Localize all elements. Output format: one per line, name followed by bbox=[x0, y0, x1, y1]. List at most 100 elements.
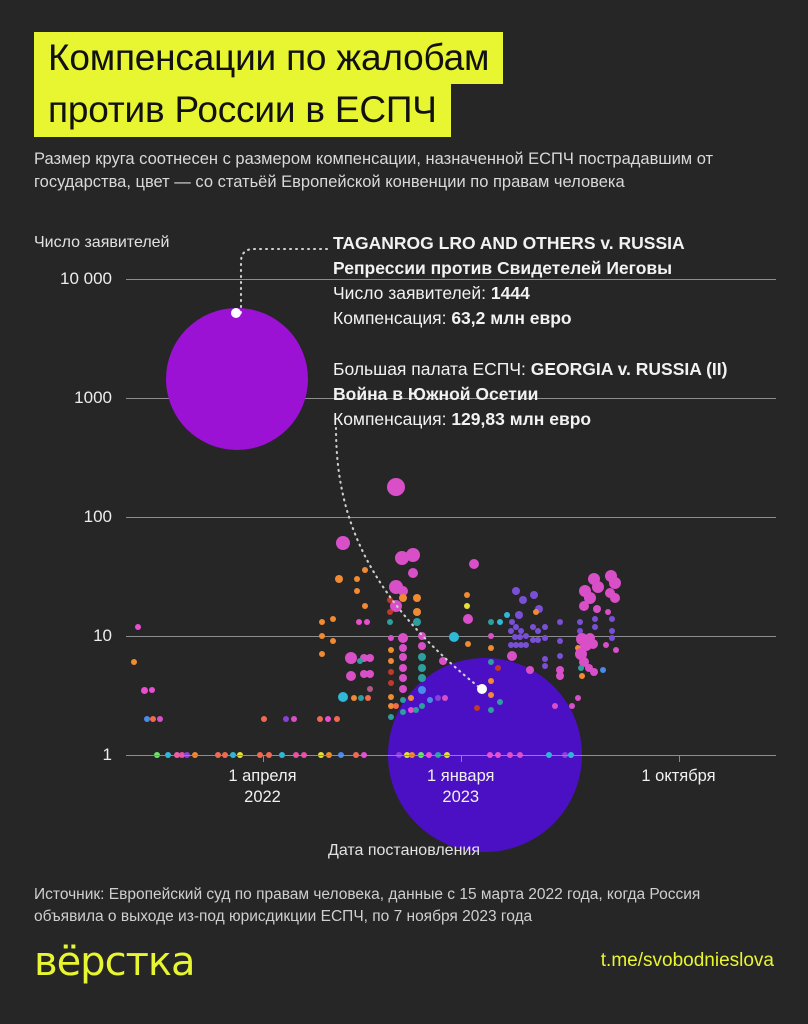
data-point bbox=[354, 587, 361, 594]
data-point bbox=[413, 618, 422, 627]
data-point bbox=[345, 671, 356, 682]
data-point bbox=[464, 640, 471, 647]
data-point bbox=[488, 677, 495, 684]
publisher-logo: вёрстка bbox=[34, 939, 196, 985]
y-axis-title: Число заявителей bbox=[34, 234, 170, 251]
data-point bbox=[609, 628, 616, 635]
data-point bbox=[523, 642, 530, 648]
data-point bbox=[435, 695, 441, 702]
y-tick-label: 1 bbox=[102, 745, 112, 764]
data-point bbox=[576, 619, 583, 626]
data-point bbox=[355, 619, 362, 626]
data-point bbox=[398, 653, 407, 662]
data-point bbox=[344, 652, 357, 665]
data-point bbox=[290, 716, 297, 723]
data-point bbox=[488, 706, 495, 713]
page-title: Компенсации по жалобам против России в Е… bbox=[34, 32, 504, 137]
data-point bbox=[509, 619, 516, 626]
data-point bbox=[329, 638, 336, 645]
y-tick-label: 10 bbox=[93, 626, 112, 645]
data-point bbox=[488, 691, 495, 698]
data-point bbox=[419, 702, 426, 709]
data-point bbox=[407, 706, 414, 713]
title-line-2: против России в ЕСПЧ bbox=[34, 84, 451, 137]
data-point bbox=[463, 592, 470, 599]
data-point bbox=[535, 628, 542, 635]
data-point bbox=[578, 657, 589, 668]
annotation-taganrog: TAGANROG LRO AND OTHERS v. RUSSIA Репрес… bbox=[333, 231, 798, 331]
data-point bbox=[556, 672, 565, 681]
data-point bbox=[364, 695, 371, 702]
data-point bbox=[585, 633, 596, 644]
gridline bbox=[126, 398, 776, 399]
georgia-case-name: GEORGIA v. RUSSIA (II) bbox=[530, 359, 728, 379]
data-point bbox=[399, 708, 406, 715]
data-point bbox=[398, 663, 407, 672]
annotation-taganrog-applicants: Число заявителей: 1444 bbox=[333, 281, 798, 306]
data-point bbox=[592, 615, 599, 622]
data-point bbox=[388, 693, 395, 700]
data-point bbox=[535, 604, 544, 613]
data-point bbox=[149, 687, 155, 694]
x-tick-line1: 1 апреля bbox=[228, 767, 297, 785]
data-point bbox=[418, 663, 427, 672]
data-point bbox=[541, 656, 548, 663]
data-point bbox=[523, 633, 530, 639]
data-point bbox=[557, 652, 564, 659]
annotation-georgia-topic: Война в Южной Осетии bbox=[333, 384, 539, 405]
annotation-georgia-case: Большая палата ЕСПЧ: GEORGIA v. RUSSIA (… bbox=[333, 357, 798, 382]
data-point bbox=[584, 663, 593, 672]
x-tick-line2: 2022 bbox=[244, 788, 281, 807]
data-point bbox=[354, 576, 361, 583]
data-point bbox=[388, 647, 395, 654]
data-point bbox=[418, 686, 427, 695]
data-point bbox=[143, 716, 150, 723]
data-point bbox=[474, 704, 480, 711]
data-point bbox=[366, 654, 375, 663]
data-point bbox=[513, 642, 519, 648]
annotation-taganrog-compensation: Компенсация: 63,2 млн евро bbox=[333, 306, 798, 331]
data-point bbox=[584, 591, 597, 604]
data-point bbox=[362, 602, 369, 609]
annotation-georgia: Большая палата ЕСПЧ: GEORGIA v. RUSSIA (… bbox=[333, 357, 798, 432]
data-point bbox=[418, 632, 427, 640]
data-point bbox=[388, 680, 395, 687]
data-point bbox=[503, 612, 510, 619]
data-point bbox=[557, 638, 564, 645]
y-tick-label: 10 000 bbox=[60, 269, 112, 288]
data-point bbox=[367, 685, 374, 692]
data-point bbox=[602, 642, 609, 648]
data-point bbox=[513, 623, 519, 630]
data-point bbox=[388, 668, 395, 675]
data-point bbox=[412, 706, 419, 713]
georgia-compensation-label: Компенсация: bbox=[333, 409, 452, 430]
telegram-link[interactable]: t.me/svobodnieslova bbox=[600, 950, 774, 971]
data-point bbox=[532, 608, 539, 615]
data-point bbox=[535, 637, 542, 644]
title-line-1: Компенсации по жалобам bbox=[34, 32, 504, 85]
data-point bbox=[578, 664, 584, 671]
applicants-label: Число заявителей: bbox=[333, 283, 491, 304]
data-point bbox=[329, 615, 336, 622]
data-point bbox=[609, 635, 616, 642]
data-point bbox=[609, 592, 620, 603]
x-tick-label: 1 апреля 2022 bbox=[183, 766, 343, 808]
source-note: Источник: Европейский суд по правам чело… bbox=[34, 886, 701, 926]
data-point bbox=[336, 536, 351, 551]
data-point bbox=[398, 643, 407, 652]
data-point bbox=[150, 716, 157, 723]
data-point bbox=[260, 716, 267, 723]
annotation-georgia-compensation: Компенсация: 129,83 млн евро bbox=[333, 407, 798, 432]
data-point bbox=[388, 702, 395, 709]
data-point bbox=[324, 716, 331, 723]
data-point bbox=[518, 628, 525, 635]
data-point bbox=[604, 587, 615, 598]
x-tick-mark bbox=[678, 755, 680, 762]
data-point bbox=[448, 632, 459, 643]
data-point bbox=[319, 651, 326, 658]
georgia-compensation-value: 129,83 млн евро bbox=[451, 409, 592, 430]
data-point bbox=[592, 604, 601, 613]
data-point bbox=[497, 698, 504, 705]
data-point bbox=[497, 619, 504, 626]
